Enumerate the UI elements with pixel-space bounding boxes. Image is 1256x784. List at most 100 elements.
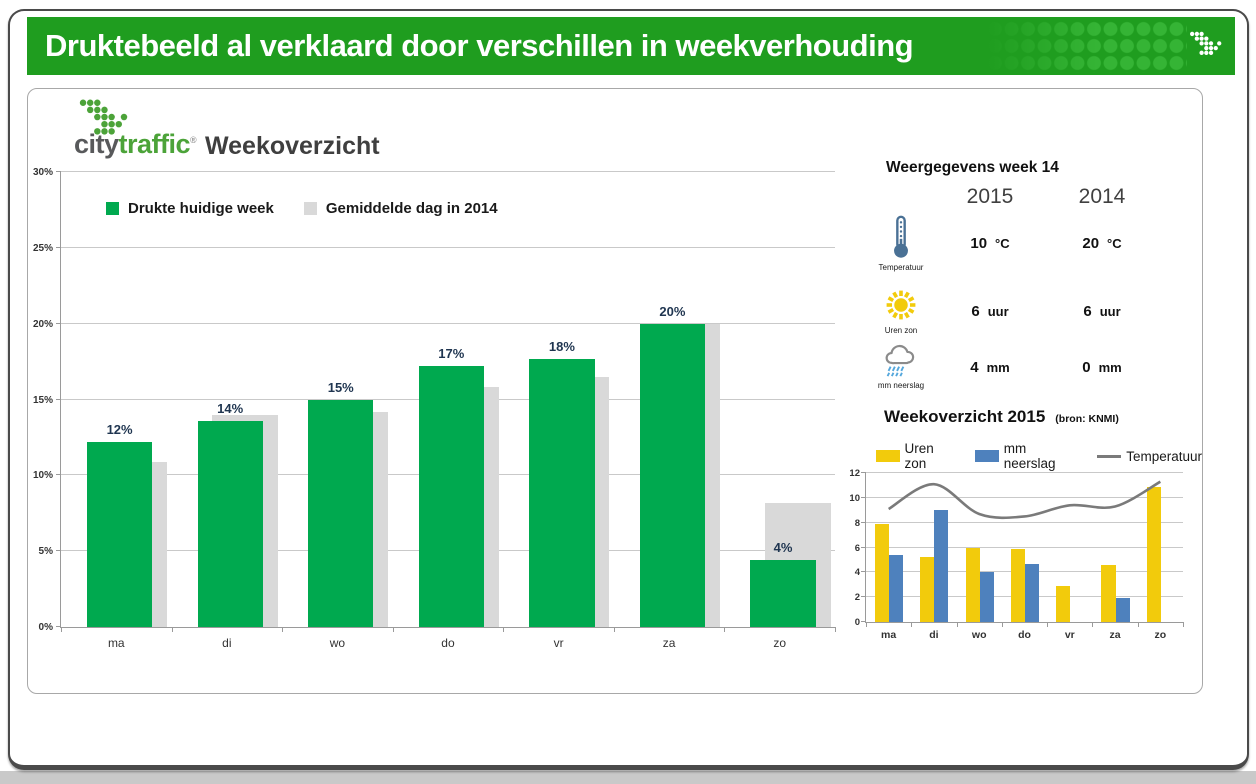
bar-data-label: 12% xyxy=(106,421,133,437)
grid-line xyxy=(866,546,1183,548)
main-chart-plot: Drukte huidige week Gemiddelde dag in 20… xyxy=(33,167,836,650)
bar-current-week xyxy=(308,399,374,627)
sun-2014-value: 6 xyxy=(1083,302,1092,320)
weather-row-rain: mm neerslag 4 mm 0 mm xyxy=(868,337,1180,397)
bar-precipitation xyxy=(889,554,904,622)
bar-sun-hours xyxy=(1101,564,1116,622)
mini-chart-legend: Uren zon mm neerslag Temperatuur xyxy=(876,441,1202,471)
citytraffic-logo: citytraffic® xyxy=(74,129,197,160)
grid-line xyxy=(61,171,835,172)
weather-column-headers: 2015 2014 xyxy=(868,185,1180,209)
temp-2015-value: 10 xyxy=(970,234,988,252)
y-axis-tick xyxy=(861,496,866,498)
x-axis-tick xyxy=(282,627,284,632)
x-axis-tick xyxy=(1137,622,1139,627)
bar-current-week xyxy=(639,323,706,627)
legend-label-sun: Uren zon xyxy=(904,441,934,471)
trademark-symbol: ® xyxy=(190,135,197,145)
legend-swatch-gray xyxy=(303,202,317,215)
y-axis-label: 0 xyxy=(854,617,860,628)
legend-item-rain: mm neerslag xyxy=(975,441,1080,471)
legend-label-temperature: Temperatuur xyxy=(1126,448,1202,464)
mini-chart-title: Weekoverzicht 2015 (bron: KNMI) xyxy=(884,407,1119,427)
mini-chart-source: (bron: KNMI) xyxy=(1055,413,1119,425)
sun-2014-unit: uur xyxy=(1099,303,1121,319)
temp-2014-unit: °C xyxy=(1107,235,1122,251)
y-axis-label: 12 xyxy=(849,468,860,479)
bar-sun-hours xyxy=(875,523,890,622)
legend-swatch-blue xyxy=(975,450,999,462)
y-axis-tick xyxy=(56,246,61,248)
bar-precipitation xyxy=(934,510,949,622)
weather-col-2015: 2015 xyxy=(966,185,1014,208)
y-axis-label: 5% xyxy=(38,546,53,558)
x-axis-label: di xyxy=(929,629,939,641)
citytraffic-dots-icon xyxy=(79,99,128,135)
rain-cloud-icon xyxy=(885,344,915,377)
bar-data-label: 15% xyxy=(327,379,354,395)
x-axis-label: wo xyxy=(971,629,987,641)
weather-row-label: mm neerslag xyxy=(877,381,925,390)
y-axis-tick xyxy=(56,398,61,400)
bar-sun-hours xyxy=(1010,548,1025,622)
bar-precipitation xyxy=(1024,563,1039,622)
weather-panel-title: Weergegevens week 14 xyxy=(886,159,1059,176)
rain-2014-unit: mm xyxy=(1098,359,1122,375)
x-axis-label: wo xyxy=(329,636,346,650)
mini-chart-plot: 0 2 4 6 8 10 12 ma di wo do vr za zo xyxy=(849,468,1184,641)
grid-line xyxy=(61,246,835,248)
x-axis-label: zo xyxy=(1154,629,1167,641)
y-axis-label: 8 xyxy=(854,517,860,529)
content-panel: citytraffic® Weekoverzicht Drukte huidig… xyxy=(27,88,1203,694)
sun-2015-value: 6 xyxy=(971,302,980,320)
bar-current-week xyxy=(529,358,595,627)
grid-line xyxy=(866,496,1183,498)
y-axis-label: 6 xyxy=(854,542,860,554)
x-axis-label: zo xyxy=(773,636,787,650)
grid-line xyxy=(61,322,835,324)
slide-frame: Druktebeeld al verklaard door verschille… xyxy=(8,9,1249,770)
x-axis-label: ma xyxy=(107,636,125,650)
slide-shadow-strip xyxy=(0,771,1256,784)
bar-data-label: 18% xyxy=(548,338,575,354)
mini-chart-title-text: Weekoverzicht 2015 xyxy=(884,407,1046,426)
y-axis-tick xyxy=(861,546,866,548)
temp-2014-value: 20 xyxy=(1082,234,1100,252)
x-axis-tick xyxy=(613,627,615,632)
y-axis-label: 25% xyxy=(32,242,53,254)
x-axis-tick xyxy=(1001,622,1003,627)
legend-label-rain: mm neerslag xyxy=(1003,441,1056,471)
bar-current-week xyxy=(86,441,153,627)
bar-precipitation xyxy=(1115,598,1130,622)
x-axis-label: di xyxy=(222,636,232,650)
legend-item-current-week: Drukte huidige week xyxy=(106,200,274,217)
bar-current-week xyxy=(197,420,263,627)
legend-swatch-yellow xyxy=(876,450,900,462)
weather-row-sun: Uren zon 6 uur 6 uur xyxy=(868,281,1180,341)
y-axis-tick xyxy=(56,322,61,324)
x-axis-label: za xyxy=(662,636,676,650)
legend-label-avg-2014: Gemiddelde dag in 2014 xyxy=(325,200,498,217)
brand-traffic: traffic xyxy=(118,129,191,159)
x-axis-tick xyxy=(724,627,726,632)
y-axis-tick xyxy=(56,171,61,172)
weather-row-temperature: Temperatuur 10 °C 20 °C xyxy=(868,211,1180,275)
y-axis-label: 0% xyxy=(38,622,53,633)
x-axis-tick xyxy=(503,627,505,632)
y-axis-tick xyxy=(861,472,866,473)
temperature-line xyxy=(887,480,1162,520)
bar-sun-hours xyxy=(965,547,980,622)
bar-current-week xyxy=(418,366,484,627)
legend-item-temperature: Temperatuur xyxy=(1097,449,1202,464)
x-axis-label: vr xyxy=(553,636,564,650)
bar-data-label: 14% xyxy=(217,400,244,416)
thermometer-icon xyxy=(894,215,908,258)
weather-row-label: Uren zon xyxy=(884,326,918,335)
legend-label-current-week: Drukte huidige week xyxy=(128,200,274,217)
dots-pattern xyxy=(987,21,1187,73)
x-axis-tick xyxy=(61,627,62,632)
weather-col-2014: 2014 xyxy=(1078,185,1126,208)
citytraffic-mark-icon xyxy=(1190,31,1222,55)
y-axis-tick xyxy=(861,596,866,598)
